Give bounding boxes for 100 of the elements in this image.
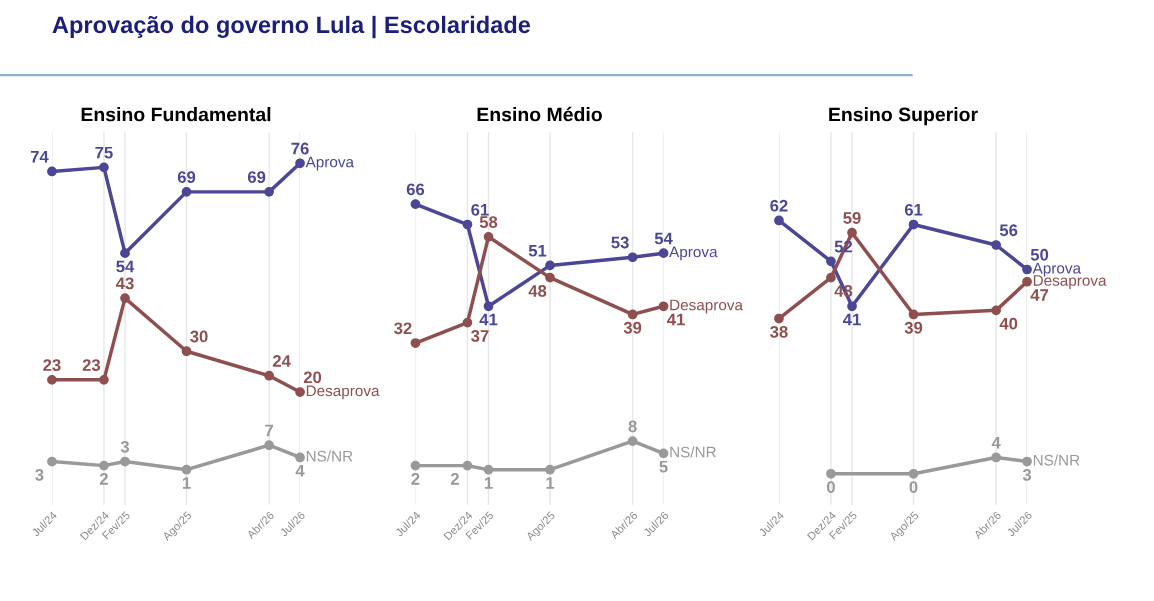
- data-label: 24: [272, 355, 291, 367]
- data-label: 47: [1030, 289, 1049, 301]
- point: [120, 456, 130, 467]
- point: [908, 219, 919, 230]
- point: [181, 346, 192, 357]
- data-label: 43: [115, 277, 134, 290]
- data-label: 38: [770, 325, 788, 338]
- data-label: 2: [411, 473, 420, 485]
- point: [264, 187, 274, 197]
- data-label: 62: [770, 199, 788, 212]
- data-label: 23: [82, 359, 101, 371]
- data-label: 74: [30, 150, 49, 163]
- series-label: Desaprova: [306, 385, 380, 400]
- point: [658, 248, 669, 259]
- data-label: 48: [528, 285, 547, 297]
- series-label: NS/NR: [1033, 454, 1080, 466]
- point: [658, 448, 669, 459]
- point: [1022, 456, 1032, 467]
- data-label: 61: [471, 203, 489, 216]
- point: [627, 252, 638, 263]
- data-label: 76: [291, 142, 309, 155]
- data-label: 8: [628, 420, 637, 433]
- data-label: 53: [611, 236, 629, 249]
- point: [545, 464, 555, 475]
- point: [410, 460, 421, 471]
- point: [295, 158, 305, 169]
- series-label: Desaprova: [670, 299, 743, 314]
- data-label: 37: [471, 330, 489, 342]
- data-label: 50: [1030, 248, 1049, 261]
- point: [908, 468, 919, 479]
- point: [991, 305, 1001, 316]
- point: [1022, 276, 1032, 287]
- point: [120, 293, 130, 303]
- point: [774, 215, 784, 226]
- point: [627, 309, 638, 320]
- point: [181, 187, 192, 197]
- point: [410, 338, 421, 348]
- data-label: 69: [177, 171, 196, 184]
- data-label: 0: [909, 481, 918, 493]
- point: [295, 387, 305, 397]
- point: [826, 272, 836, 283]
- data-label: 40: [999, 317, 1018, 330]
- chart-title: Ensino Superior: [829, 107, 978, 126]
- data-label: 30: [190, 330, 208, 343]
- data-label: 4: [991, 436, 1001, 449]
- point: [826, 256, 836, 267]
- point: [991, 240, 1001, 250]
- point: [545, 260, 555, 271]
- series-label: NS/NR: [306, 450, 353, 462]
- data-label: 54: [116, 260, 135, 273]
- data-label: 61: [904, 203, 923, 216]
- point: [462, 460, 473, 471]
- data-label: 1: [546, 477, 555, 489]
- point: [483, 464, 494, 475]
- point: [462, 219, 473, 230]
- data-label: 39: [623, 321, 642, 334]
- point: [847, 301, 857, 312]
- data-label: 2: [99, 473, 108, 485]
- data-label: 51: [528, 244, 547, 257]
- data-label: 1: [484, 477, 493, 489]
- chart-title: Ensino Médio: [477, 106, 602, 122]
- data-label: 3: [35, 468, 44, 481]
- point: [774, 313, 784, 324]
- point: [99, 374, 109, 385]
- data-label: 41: [479, 313, 498, 326]
- series-label: Desaprova: [1033, 275, 1107, 289]
- point: [99, 460, 109, 471]
- point: [264, 370, 274, 381]
- data-label: 59: [843, 212, 861, 224]
- data-label: 54: [654, 232, 673, 245]
- data-label: 2: [450, 473, 459, 485]
- text: Aprovação do governo Lula | Escolaridade: [52, 15, 531, 39]
- data-label: 7: [265, 424, 274, 437]
- data-label: 3: [1022, 468, 1032, 481]
- point: [295, 452, 305, 463]
- data-label: 75: [95, 146, 113, 159]
- point: [483, 231, 494, 242]
- data-label: 69: [247, 171, 266, 184]
- data-label: 39: [904, 321, 923, 334]
- point: [120, 248, 130, 259]
- data-label: 56: [999, 224, 1018, 237]
- point: [908, 309, 919, 320]
- point: [483, 301, 494, 312]
- point: [658, 301, 669, 312]
- data-label: 20: [303, 371, 322, 384]
- data-label: 4: [295, 465, 305, 477]
- data-label: 5: [659, 460, 668, 473]
- point: [181, 464, 192, 475]
- data-label: 32: [394, 322, 412, 335]
- data-label: 3: [120, 440, 130, 453]
- point: [991, 452, 1001, 463]
- point: [826, 468, 836, 479]
- point: [545, 272, 555, 283]
- series-label: Aprova: [305, 156, 354, 171]
- point: [847, 227, 857, 238]
- series-label: Aprova: [1032, 262, 1082, 277]
- series-label: Aprova: [669, 246, 718, 261]
- series-label: NS/NR: [670, 446, 716, 458]
- point: [47, 166, 57, 177]
- point: [264, 440, 274, 451]
